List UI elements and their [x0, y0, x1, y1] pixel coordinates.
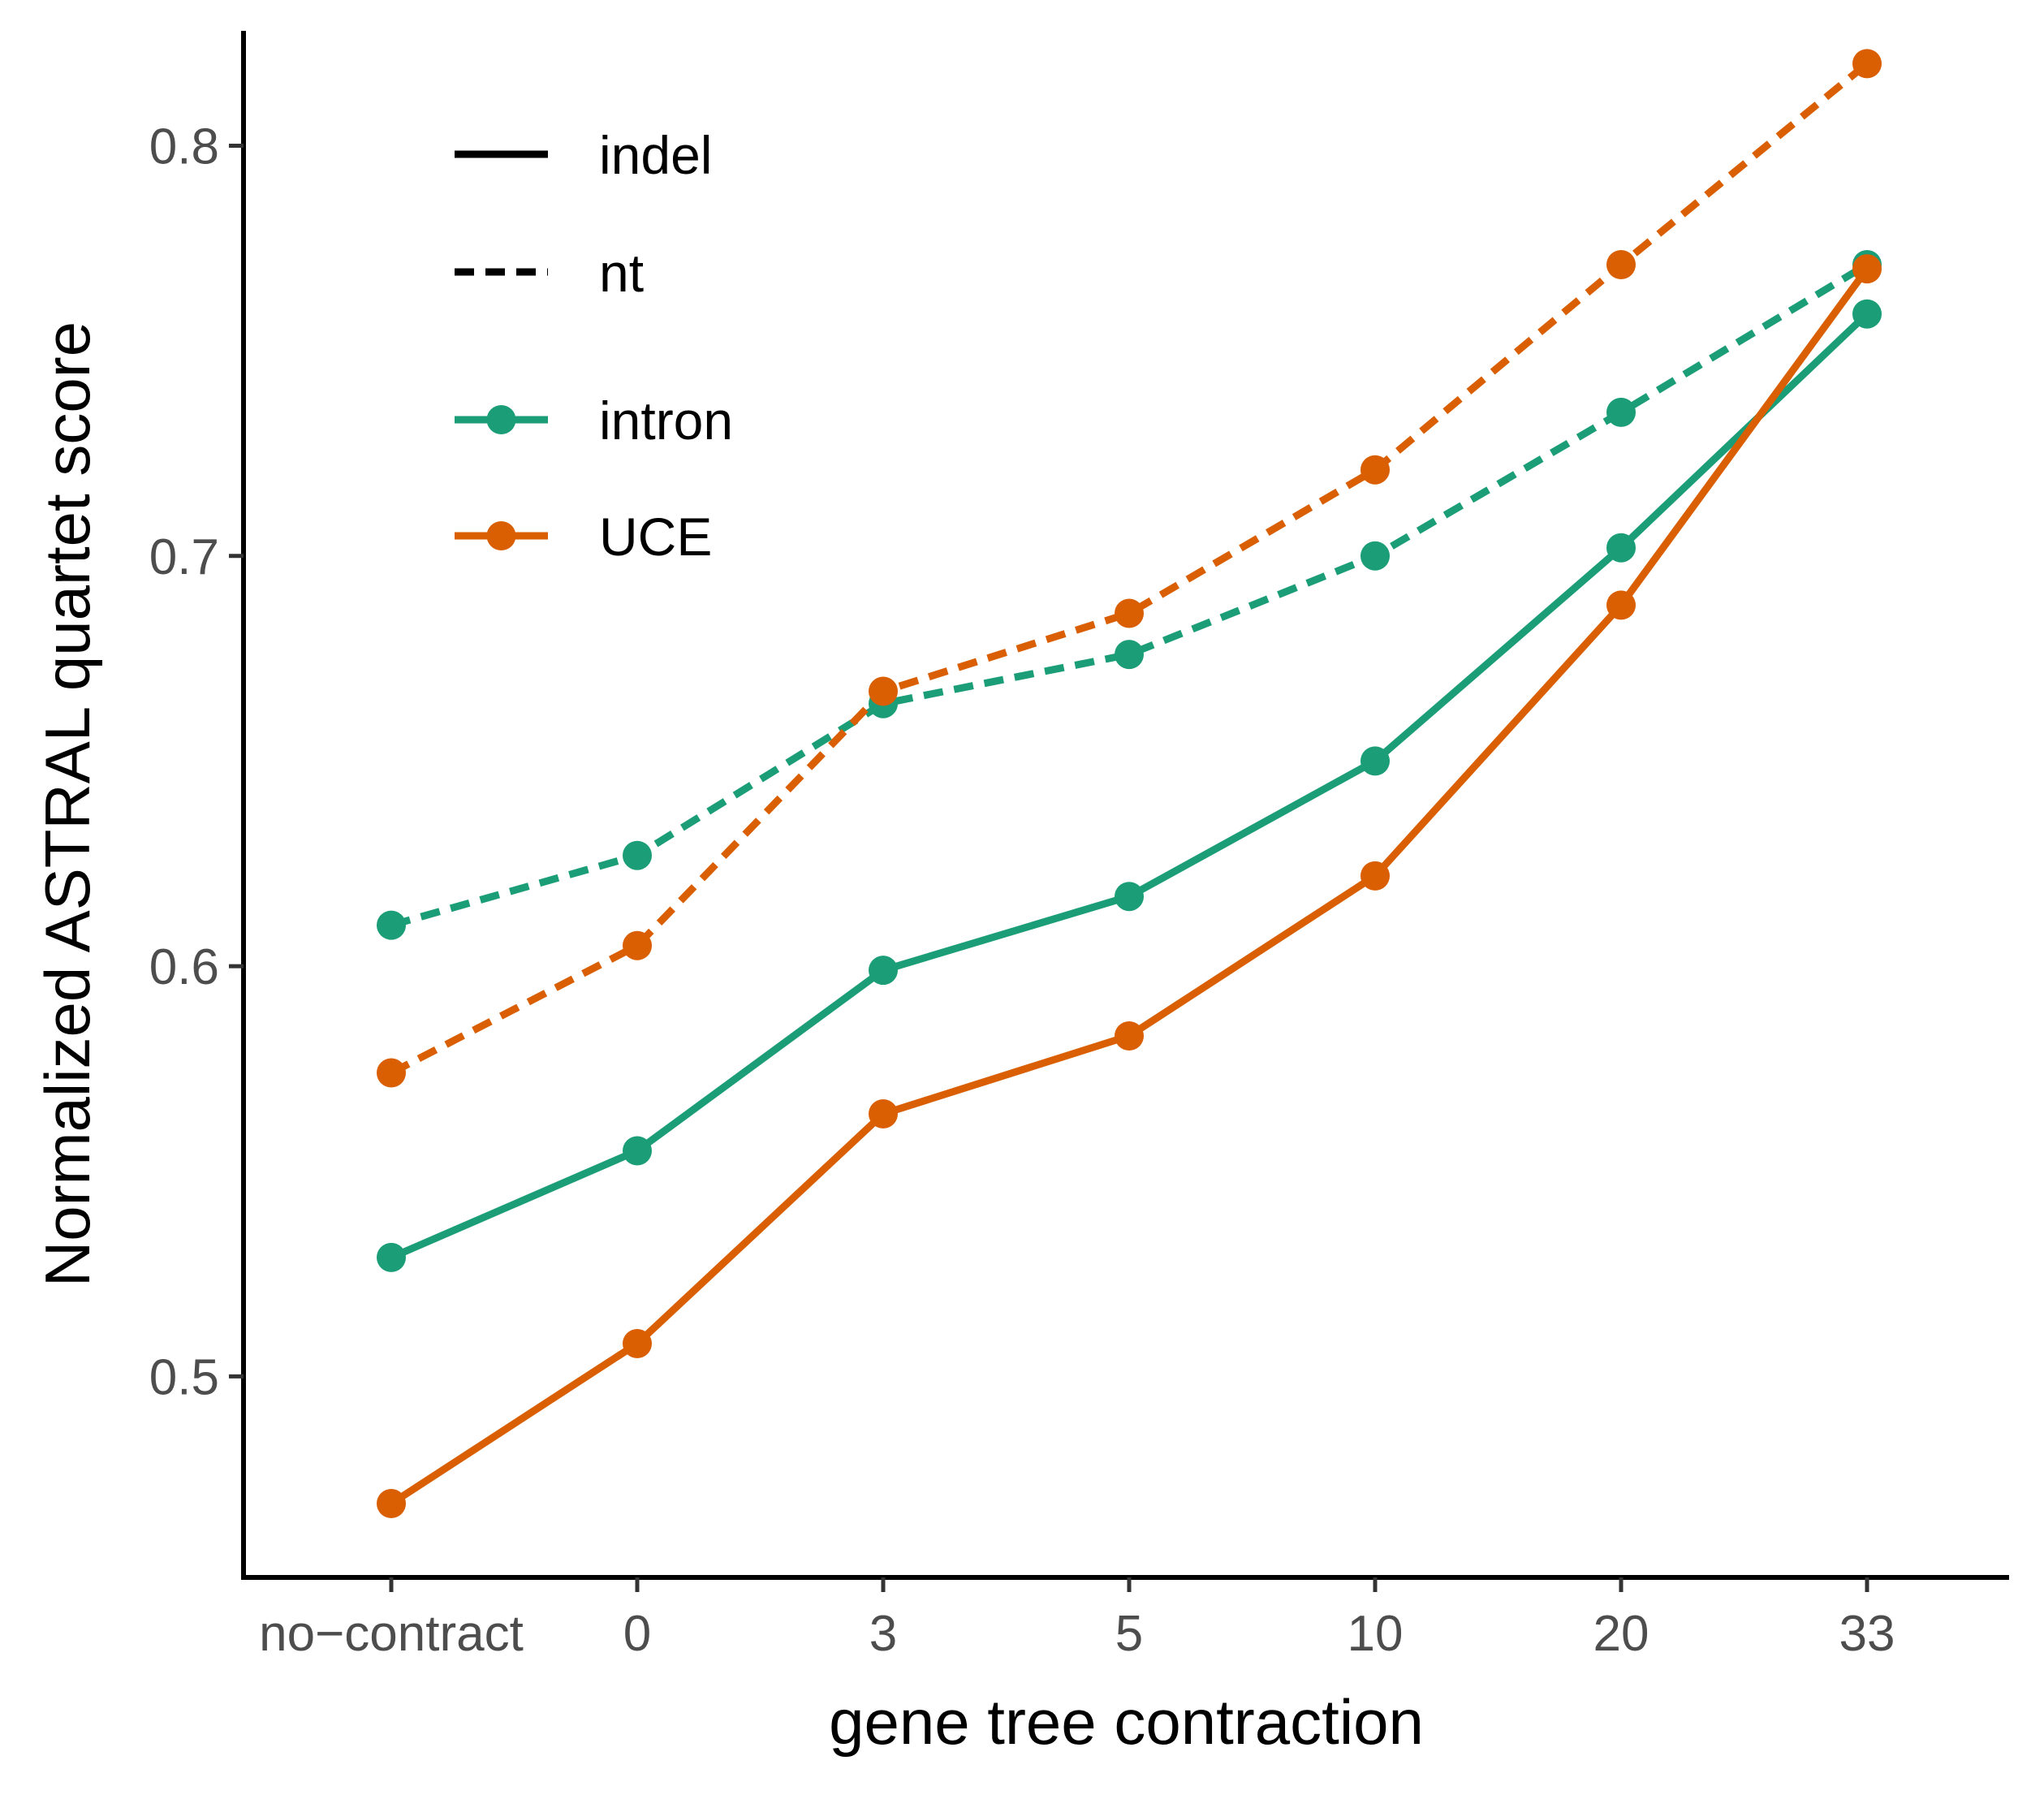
legend-point-UCE — [486, 521, 516, 550]
data-point-intron-indel — [1852, 299, 1882, 329]
data-point-intron-nt — [623, 840, 652, 870]
legend: indel nt intron UCE — [455, 125, 733, 567]
data-point-intron-indel — [1361, 746, 1390, 776]
y-tick-label: 0.6 — [149, 939, 219, 995]
data-point-intron-nt — [1361, 541, 1390, 571]
data-point-uce-nt — [1115, 598, 1144, 628]
data-point-uce-nt — [1606, 250, 1636, 279]
x-tick-label: 5 — [1115, 1606, 1143, 1662]
legend-label-intron: intron — [599, 390, 733, 451]
series-line-intron-nt — [390, 261, 1869, 929]
x-tick-label: 33 — [1839, 1606, 1895, 1662]
data-point-uce-indel — [1852, 254, 1882, 284]
data-point-uce-indel — [623, 1329, 652, 1358]
x-tick-label: 20 — [1593, 1606, 1649, 1662]
x-tick-label: 10 — [1348, 1606, 1404, 1662]
data-point-intron-indel — [623, 1136, 652, 1166]
data-point-uce-indel — [1606, 590, 1636, 620]
y-axis-title: Normalized ASTRAL quartet score — [32, 321, 103, 1287]
data-point-intron-indel — [377, 1242, 406, 1272]
data-point-uce-indel — [869, 1099, 898, 1128]
data-point-uce-nt — [869, 676, 898, 706]
y-tick-label: 0.5 — [149, 1349, 219, 1405]
data-point-intron-nt — [1115, 640, 1144, 670]
y-tick-label: 0.7 — [149, 529, 219, 585]
data-point-uce-indel — [1115, 1021, 1144, 1051]
data-point-intron-nt — [377, 910, 406, 940]
data-point-intron-nt — [1606, 397, 1636, 427]
data-point-intron-indel — [1115, 882, 1144, 912]
x-tick-label: no−contract — [259, 1606, 524, 1662]
data-point-uce-indel — [1361, 861, 1390, 891]
legend-label-UCE: UCE — [599, 507, 712, 567]
data-point-intron-indel — [869, 956, 898, 986]
data-point-intron-indel — [1606, 533, 1636, 563]
series-line-intron-indel — [390, 311, 1870, 1262]
x-tick-label: 0 — [623, 1606, 651, 1662]
data-point-uce-indel — [377, 1489, 406, 1518]
x-tick-label: 3 — [869, 1606, 897, 1662]
series-layer — [377, 49, 1882, 1518]
axes-layer: 0.5 0.6 0.7 0.8 no−contract 0 3 5 10 20 33 gene tre… — [32, 31, 2009, 1758]
legend-point-intron — [486, 405, 516, 434]
legend-label-indel: indel — [599, 125, 712, 185]
data-point-uce-nt — [377, 1058, 406, 1088]
data-point-uce-nt — [1852, 49, 1882, 79]
y-tick-label: 0.8 — [149, 119, 219, 175]
legend-label-nt: nt — [599, 243, 644, 303]
data-point-uce-nt — [623, 930, 652, 960]
x-axis-title: gene tree contraction — [829, 1686, 1424, 1758]
data-point-uce-nt — [1361, 455, 1390, 485]
